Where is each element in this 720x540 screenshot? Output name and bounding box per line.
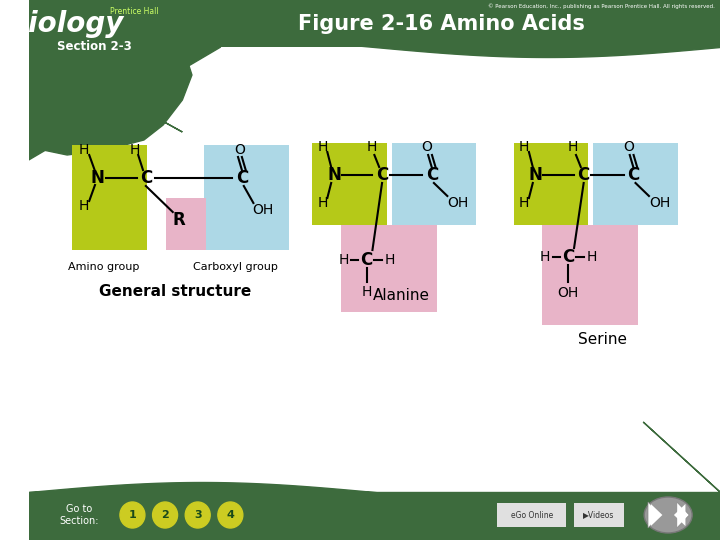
Text: Biology: Biology <box>7 10 123 38</box>
Polygon shape <box>674 504 685 526</box>
Polygon shape <box>677 502 689 528</box>
Text: C: C <box>426 166 438 184</box>
Text: O: O <box>624 140 634 154</box>
Circle shape <box>120 502 145 528</box>
Text: H: H <box>318 140 328 154</box>
Text: H: H <box>318 196 328 210</box>
Text: C: C <box>562 248 575 266</box>
Text: H: H <box>519 140 529 154</box>
Bar <box>574 503 624 527</box>
Text: OH: OH <box>558 286 579 300</box>
Text: Alanine: Alanine <box>373 287 430 302</box>
Text: C: C <box>627 166 639 184</box>
Text: H: H <box>129 143 140 157</box>
Polygon shape <box>651 504 662 526</box>
Polygon shape <box>643 422 720 540</box>
Text: H: H <box>568 140 578 154</box>
Text: 1: 1 <box>129 510 136 520</box>
Bar <box>542 225 639 325</box>
Text: H: H <box>540 250 551 264</box>
Text: Prentice Hall: Prentice Hall <box>110 8 158 17</box>
Bar <box>593 143 678 225</box>
Polygon shape <box>29 47 116 140</box>
Bar <box>72 145 147 250</box>
Text: Section 2-3: Section 2-3 <box>57 39 131 52</box>
Bar <box>312 143 387 225</box>
Text: H: H <box>366 140 377 154</box>
Text: N: N <box>528 166 543 184</box>
Text: General structure: General structure <box>99 285 251 300</box>
Text: N: N <box>91 169 105 187</box>
Bar <box>513 143 588 225</box>
Ellipse shape <box>644 497 692 533</box>
Bar <box>498 503 567 527</box>
Text: H: H <box>384 253 395 267</box>
Text: Go to
Section:: Go to Section: <box>60 504 99 526</box>
Text: 4: 4 <box>226 510 234 520</box>
Text: N: N <box>327 166 341 184</box>
Circle shape <box>218 502 243 528</box>
Text: C: C <box>577 166 590 184</box>
Text: R: R <box>172 211 185 229</box>
Text: OH: OH <box>447 196 469 210</box>
Text: H: H <box>519 196 529 210</box>
Text: 2: 2 <box>161 510 169 520</box>
Text: H: H <box>78 143 89 157</box>
Text: eGo Online: eGo Online <box>510 510 553 519</box>
Text: O: O <box>235 143 246 157</box>
Text: OH: OH <box>649 196 670 210</box>
Bar <box>204 145 289 250</box>
Text: Figure 2-16 Amino Acids: Figure 2-16 Amino Acids <box>298 14 585 34</box>
Text: C: C <box>361 251 373 269</box>
Circle shape <box>185 502 210 528</box>
Text: 3: 3 <box>194 510 202 520</box>
Polygon shape <box>648 502 660 528</box>
Text: ▶Videos: ▶Videos <box>583 510 615 519</box>
Bar <box>29 0 720 47</box>
Bar <box>29 492 720 540</box>
Bar <box>166 198 207 250</box>
Text: C: C <box>235 169 248 187</box>
Text: Serine: Serine <box>578 333 627 348</box>
Text: H: H <box>78 199 89 213</box>
Circle shape <box>153 502 178 528</box>
Text: C: C <box>140 169 152 187</box>
Bar <box>392 143 476 225</box>
Polygon shape <box>29 0 221 160</box>
Text: OH: OH <box>253 203 274 217</box>
Text: C: C <box>376 166 388 184</box>
Text: Carboxyl group: Carboxyl group <box>193 262 278 272</box>
Polygon shape <box>29 0 192 155</box>
Bar <box>341 225 437 312</box>
Text: H: H <box>338 253 348 267</box>
Text: H: H <box>361 285 372 299</box>
Polygon shape <box>29 0 182 132</box>
Text: Amino group: Amino group <box>68 262 139 272</box>
Text: O: O <box>422 140 433 154</box>
Text: © Pearson Education, Inc., publishing as Pearson Prentice Hall. All rights reser: © Pearson Education, Inc., publishing as… <box>488 3 715 9</box>
Text: H: H <box>586 250 597 264</box>
